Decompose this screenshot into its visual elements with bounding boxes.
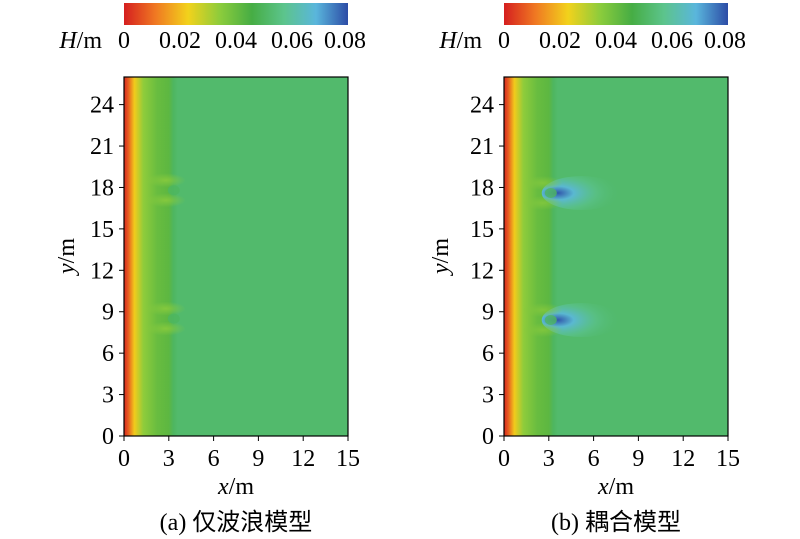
diffraction-notch xyxy=(544,187,557,198)
panel-a-ylabel: y/m xyxy=(54,238,80,276)
panel-b-axes: 0 3 6 9 12 15 0 3 6 9 12 15 18 21 24 xyxy=(470,93,740,472)
colorbar-b: H/m 0 0.02 0.04 0.06 0.08 xyxy=(438,3,746,54)
y-tick-label: 9 xyxy=(102,300,114,326)
y-tick-label: 0 xyxy=(102,424,114,450)
diffraction-pattern xyxy=(145,321,186,336)
colorbar-a-tick: 0.04 xyxy=(215,28,257,54)
y-tick-label: 12 xyxy=(90,258,114,284)
panel-a-axes: 0 3 6 9 12 15 0 3 6 9 12 15 18 21 24 xyxy=(90,93,360,472)
y-tick-label: 6 xyxy=(102,341,114,367)
panel-a-xlabel: x/m xyxy=(217,474,254,500)
diffraction-pattern xyxy=(145,173,186,188)
y-tick-label: 18 xyxy=(90,175,114,201)
heatmap-field-a xyxy=(124,77,348,436)
colorbar-b-tick: 0.02 xyxy=(539,28,581,54)
y-tick-label: 6 xyxy=(482,341,494,367)
heatmap-field-b xyxy=(504,77,728,436)
y-tick-label: 24 xyxy=(90,93,114,119)
panel-b-ylabel: y/m xyxy=(428,238,454,276)
y-tick-label: 21 xyxy=(470,134,494,160)
x-tick-label: 3 xyxy=(163,446,175,472)
y-tick-label: 15 xyxy=(90,217,114,243)
colorbar-a-tick: 0.02 xyxy=(159,28,201,54)
diffraction-pattern xyxy=(145,301,186,316)
colorbar-b-tick: 0.06 xyxy=(651,28,693,54)
panel-b-caption: (b) 耦合模型 xyxy=(551,509,681,536)
diffraction-notch xyxy=(167,313,180,324)
diffraction-pattern xyxy=(145,193,186,208)
diffraction-pattern xyxy=(522,175,563,190)
panel-b-xlabel: x/m xyxy=(597,474,634,500)
panel-b-frame xyxy=(503,76,729,437)
x-tick-label: 9 xyxy=(252,446,264,472)
x-tick-label: 3 xyxy=(543,446,555,472)
colorbar-a-tick: 0.08 xyxy=(324,28,366,54)
x-tick-label: 12 xyxy=(671,446,695,472)
colorbar-a-gradient xyxy=(124,3,348,25)
diffraction-pattern xyxy=(522,303,563,318)
x-tick-label: 12 xyxy=(291,446,315,472)
x-tick-label: 9 xyxy=(632,446,644,472)
diffraction-pattern xyxy=(522,323,563,338)
x-tick-label: 15 xyxy=(336,446,360,472)
diffraction-pattern xyxy=(522,195,563,210)
colorbar-b-tick: 0.04 xyxy=(595,28,637,54)
colorbar-b-gradient xyxy=(504,3,728,25)
y-tick-label: 15 xyxy=(470,217,494,243)
y-tick-label: 24 xyxy=(470,93,494,119)
colorbar-a-tick: 0.06 xyxy=(271,28,313,54)
colorbar-a: H/m 0 0.02 0.04 0.06 0.08 xyxy=(58,3,366,54)
colorbar-b-tick: 0 xyxy=(498,28,510,54)
diffraction-notch xyxy=(167,185,180,196)
y-tick-label: 3 xyxy=(102,383,114,409)
diffraction-notch xyxy=(544,315,557,326)
panel-b-field xyxy=(504,77,728,436)
colorbar-b-label: H/m xyxy=(438,28,482,54)
x-tick-label: 15 xyxy=(716,446,740,472)
y-tick-label: 3 xyxy=(482,383,494,409)
panel-a-frame xyxy=(123,76,349,437)
y-tick-label: 12 xyxy=(470,258,494,284)
x-tick-label: 0 xyxy=(498,446,510,472)
x-tick-label: 6 xyxy=(208,446,220,472)
y-tick-label: 9 xyxy=(482,300,494,326)
x-tick-label: 0 xyxy=(118,446,130,472)
panel-a: 0 3 6 9 12 15 0 3 6 9 12 15 18 21 24 y/m x/m (a) 仅波浪模型 xyxy=(54,76,360,536)
colorbar-a-label: H/m xyxy=(58,28,102,54)
y-tick-label: 18 xyxy=(470,175,494,201)
colorbar-b-tick: 0.08 xyxy=(704,28,746,54)
panel-a-field xyxy=(124,77,348,436)
panel-b: 0 3 6 9 12 15 0 3 6 9 12 15 18 21 24 y/m x/m (b) 耦合模型 xyxy=(428,76,740,536)
colorbar-a-tick: 0 xyxy=(118,28,130,54)
panel-a-caption: (a) 仅波浪模型 xyxy=(160,509,313,536)
y-tick-label: 0 xyxy=(482,424,494,450)
y-tick-label: 21 xyxy=(90,134,114,160)
x-tick-label: 6 xyxy=(588,446,600,472)
